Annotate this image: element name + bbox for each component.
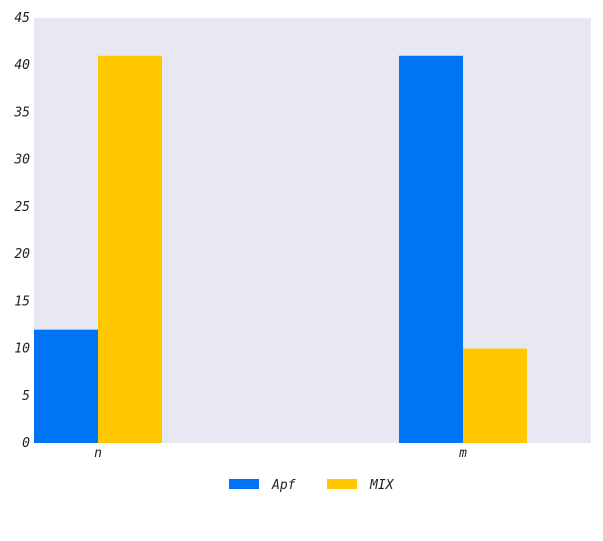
y-tick-label: 45 [14,11,30,26]
x-tick-label: n [94,446,102,461]
y-axis-ticks: 0 5 10 15 20 25 30 35 40 45 [13,11,30,451]
bars-group [34,55,527,444]
y-tick-label: 30 [13,153,30,168]
y-tick-label: 10 [14,342,30,357]
legend: Apf MIX [229,478,395,493]
y-tick-label: 5 [22,389,30,404]
legend-label-mix: MIX [369,478,395,493]
y-tick-label: 0 [22,436,30,451]
legend-swatch-apf [229,479,259,489]
bar-mix-n [98,55,162,444]
bar-apf-n [34,329,98,443]
bar-apf-m [399,55,463,444]
legend-label-apf: Apf [271,478,296,493]
bar-mix-m [463,348,527,443]
y-tick-label: 20 [14,247,30,262]
x-tick-label: m [458,446,467,461]
legend-swatch-mix [327,479,357,489]
y-tick-label: 40 [14,58,30,73]
y-tick-label: 25 [14,200,30,215]
y-tick-label: 35 [13,105,30,120]
y-tick-label: 15 [14,294,30,309]
